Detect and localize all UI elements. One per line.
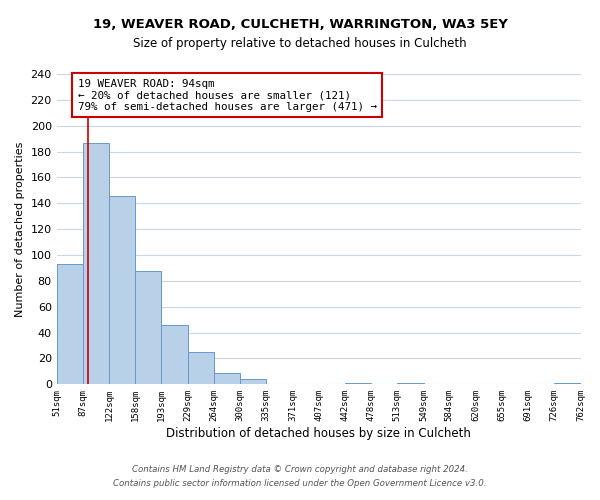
Text: Size of property relative to detached houses in Culcheth: Size of property relative to detached ho… xyxy=(133,38,467,51)
Y-axis label: Number of detached properties: Number of detached properties xyxy=(15,142,25,317)
Text: Contains HM Land Registry data © Crown copyright and database right 2024.
Contai: Contains HM Land Registry data © Crown c… xyxy=(113,466,487,487)
Bar xyxy=(109,196,136,384)
Bar xyxy=(554,383,581,384)
Bar xyxy=(83,142,109,384)
Bar xyxy=(397,383,424,384)
Bar xyxy=(136,270,161,384)
Bar xyxy=(188,352,214,384)
X-axis label: Distribution of detached houses by size in Culcheth: Distribution of detached houses by size … xyxy=(166,427,471,440)
Text: 19 WEAVER ROAD: 94sqm
← 20% of detached houses are smaller (121)
79% of semi-det: 19 WEAVER ROAD: 94sqm ← 20% of detached … xyxy=(77,78,377,112)
Text: 19, WEAVER ROAD, CULCHETH, WARRINGTON, WA3 5EY: 19, WEAVER ROAD, CULCHETH, WARRINGTON, W… xyxy=(92,18,508,30)
Bar xyxy=(56,264,83,384)
Bar xyxy=(240,379,266,384)
Bar xyxy=(345,383,371,384)
Bar xyxy=(161,325,188,384)
Bar xyxy=(214,372,240,384)
